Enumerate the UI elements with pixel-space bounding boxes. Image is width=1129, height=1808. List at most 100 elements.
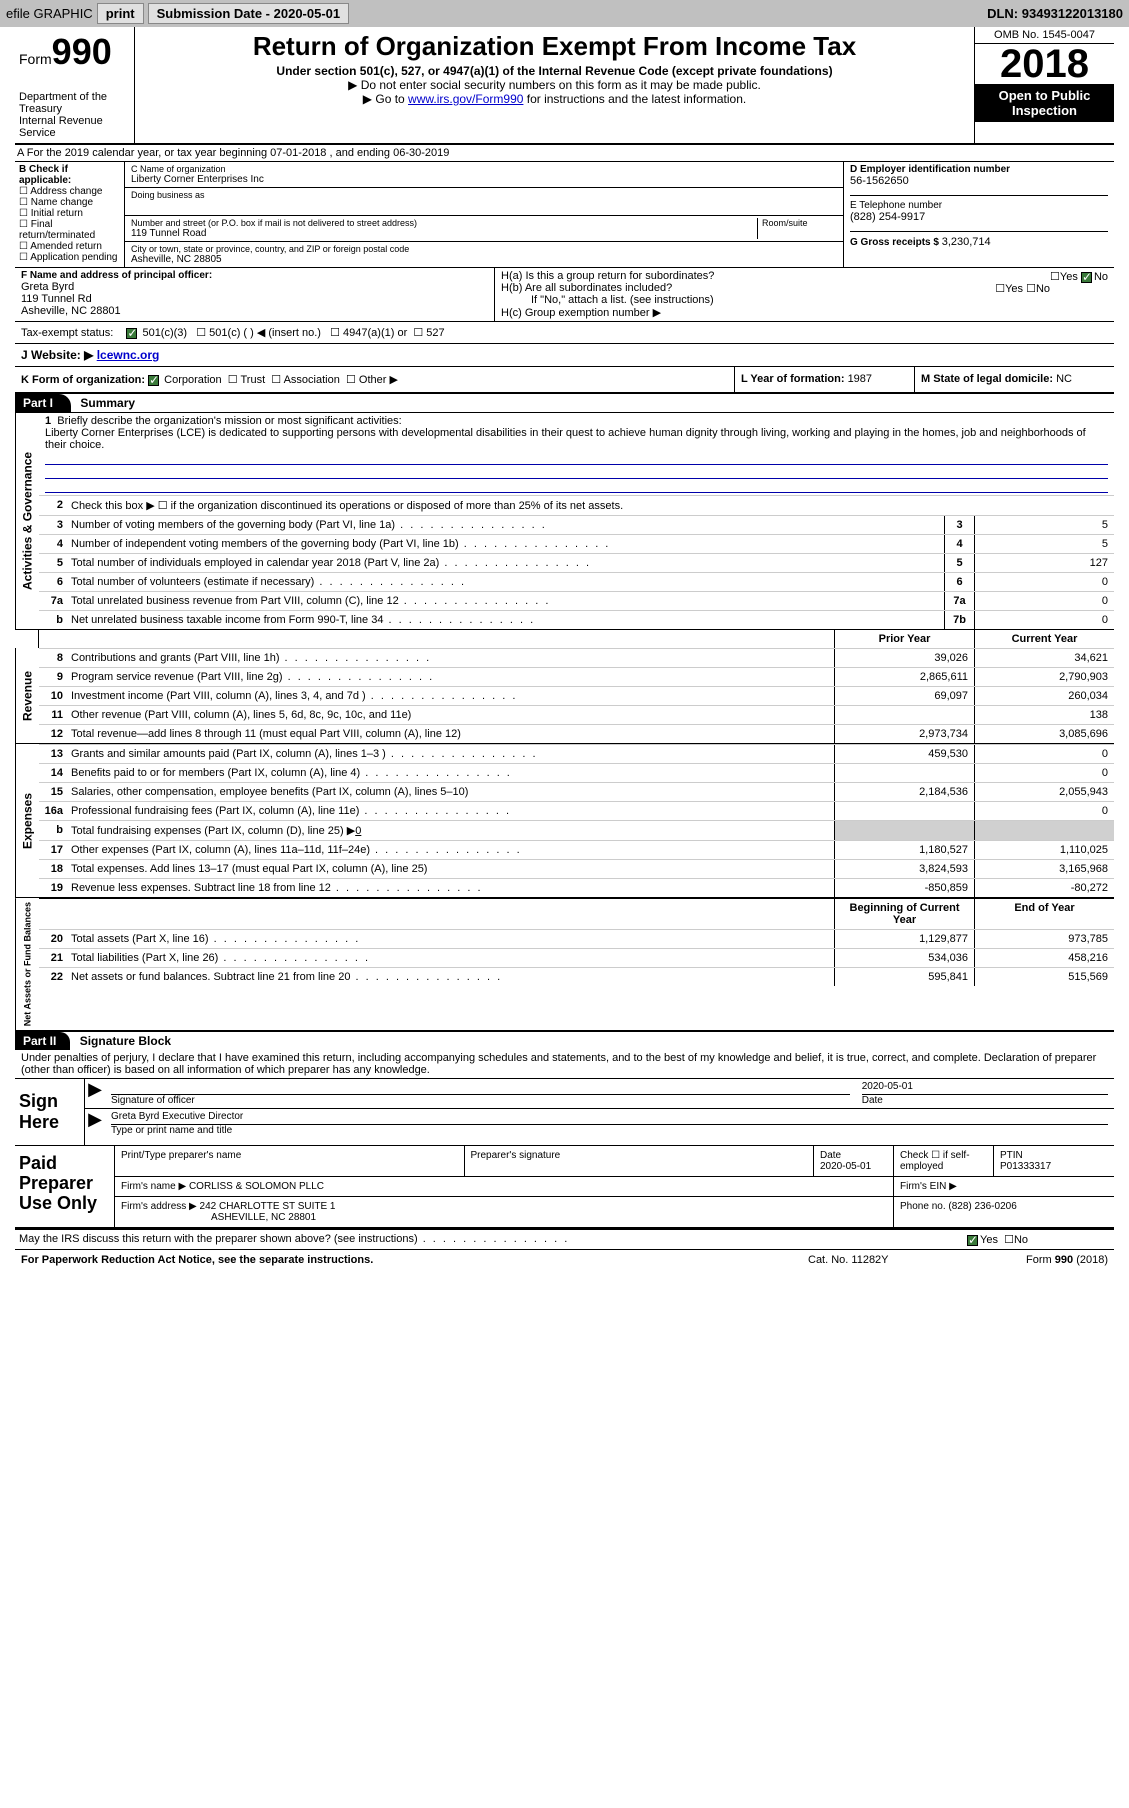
form-year-block: OMB No. 1545-0047 2018 Open to PublicIns…: [974, 27, 1114, 143]
sign-here-label: Sign Here: [15, 1079, 85, 1145]
col-b-checkboxes: B Check if applicable: ☐ Address change …: [15, 162, 125, 267]
l17-py: 1,180,527: [834, 841, 974, 859]
revenue-section: Revenue 8Contributions and grants (Part …: [15, 648, 1114, 743]
hdr-begin-year: Beginning of Current Year: [834, 899, 974, 929]
discuss-row: May the IRS discuss this return with the…: [15, 1229, 1114, 1250]
org-name: Liberty Corner Enterprises Inc: [131, 174, 837, 185]
l9-py: 2,865,611: [834, 668, 974, 686]
form-subtitle-1: Under section 501(c), 527, or 4947(a)(1)…: [143, 64, 966, 78]
org-city: Asheville, NC 28805: [131, 254, 837, 265]
officer-addr2: Asheville, NC 28801: [21, 305, 488, 317]
hdr-prior-year: Prior Year: [834, 630, 974, 648]
part2-header-row: Part II Signature Block: [15, 1032, 1114, 1050]
l19-text: Revenue less expenses. Subtract line 18 …: [67, 879, 834, 897]
l16a-text: Professional fundraising fees (Part IX, …: [67, 802, 834, 820]
l7a-val: 0: [974, 592, 1114, 610]
org-address: 119 Tunnel Road: [131, 228, 757, 239]
city-label: City or town, state or province, country…: [131, 244, 837, 254]
top-toolbar: efile GRAPHIC print Submission Date - 20…: [0, 0, 1129, 27]
sign-here-block: Sign Here ▶ Signature of officer 2020-05…: [15, 1078, 1114, 1146]
vtab-na: Net Assets or Fund Balances: [15, 898, 39, 1030]
col-b-title: B Check if applicable:: [19, 164, 120, 186]
irs-link[interactable]: www.irs.gov/Form990: [408, 92, 523, 106]
hc-exemption: H(c) Group exemption number ▶: [501, 306, 1108, 319]
l8-cy: 34,621: [974, 649, 1114, 667]
firm-name: CORLISS & SOLOMON PLLC: [189, 1181, 324, 1192]
name-title-label: Type or print name and title: [111, 1125, 232, 1136]
addr-label: Number and street (or P.O. box if mail i…: [131, 218, 757, 228]
l20-by: 1,129,877: [834, 930, 974, 948]
rev-col-headers: Prior Year Current Year: [15, 629, 1114, 648]
submission-date-button[interactable]: Submission Date - 2020-05-01: [148, 3, 350, 24]
chk-501c3[interactable]: [126, 328, 137, 339]
tax-exempt-row: Tax-exempt status: 501(c)(3) ☐ 501(c) ( …: [15, 322, 1114, 344]
l12-cy: 3,085,696: [974, 725, 1114, 743]
print-button[interactable]: print: [97, 3, 144, 24]
hdr-end-year: End of Year: [974, 899, 1114, 929]
l19-cy: -80,272: [974, 879, 1114, 897]
chk-address-change[interactable]: ☐ Address change: [19, 186, 120, 197]
discuss-text: May the IRS discuss this return with the…: [15, 1230, 964, 1249]
firm-phone: (828) 236-0206: [948, 1201, 1016, 1212]
dln-label: DLN: 93493122013180: [987, 6, 1123, 21]
arrow-icon: ▶: [85, 1079, 105, 1108]
l22-by: 595,841: [834, 968, 974, 986]
ha-no-checkbox[interactable]: [1081, 272, 1092, 283]
prep-date: 2020-05-01: [820, 1161, 871, 1172]
ptin-label: PTIN: [1000, 1150, 1023, 1161]
chk-corporation[interactable]: [148, 375, 159, 386]
chk-name-change[interactable]: ☐ Name change: [19, 197, 120, 208]
l11-text: Other revenue (Part VIII, column (A), li…: [67, 706, 834, 724]
k-l-m-row: K Form of organization: Corporation ☐ Tr…: [15, 367, 1114, 394]
part2-badge: Part II: [15, 1032, 70, 1050]
sig-date-label: Date: [862, 1095, 883, 1106]
l5-val: 127: [974, 554, 1114, 572]
firm-addr-label: Firm's address ▶: [121, 1201, 197, 1212]
website-link[interactable]: lcewnc.org: [97, 348, 160, 362]
dba-label: Doing business as: [131, 190, 837, 200]
footer-formref: Form 990 (2018): [958, 1254, 1108, 1266]
officer-name: Greta Byrd: [21, 281, 488, 293]
firm-phone-label: Phone no.: [900, 1201, 948, 1212]
l10-text: Investment income (Part VIII, column (A)…: [67, 687, 834, 705]
chk-initial-return[interactable]: ☐ Initial return: [19, 208, 120, 219]
discuss-yes-checkbox[interactable]: [967, 1235, 978, 1246]
part2-title: Signature Block: [74, 1034, 171, 1048]
k-form-org: K Form of organization: Corporation ☐ Tr…: [15, 367, 734, 392]
l8-py: 39,026: [834, 649, 974, 667]
l19-py: -850,859: [834, 879, 974, 897]
firm-name-label: Firm's name ▶: [121, 1181, 186, 1192]
l10-cy: 260,034: [974, 687, 1114, 705]
form-word: Form: [19, 51, 52, 67]
net-assets-section: Net Assets or Fund Balances Beginning of…: [15, 897, 1114, 1032]
part1-badge: Part I: [15, 394, 71, 412]
l-year-formation: L Year of formation: 1987: [734, 367, 914, 392]
ein-label: D Employer identification number: [850, 164, 1108, 175]
vtab-ag: Activities & Governance: [15, 413, 39, 629]
ein-value: 56-1562650: [850, 175, 1108, 187]
l4-val: 5: [974, 535, 1114, 553]
vtab-rev: Revenue: [15, 648, 39, 743]
website-row: J Website: ▶ lcewnc.org: [15, 344, 1114, 367]
l20-text: Total assets (Part X, line 16): [67, 930, 834, 948]
l16b-py: [834, 821, 974, 840]
prep-self-employed[interactable]: Check ☐ if self-employed: [900, 1150, 970, 1172]
ptin-value: P01333317: [1000, 1161, 1051, 1172]
l20-ey: 973,785: [974, 930, 1114, 948]
footer-notice: For Paperwork Reduction Act Notice, see …: [21, 1254, 808, 1266]
firm-addr1: 242 CHARLOTTE ST SUITE 1: [200, 1201, 336, 1212]
l2-text: Check this box ▶ ☐ if the organization d…: [67, 496, 1114, 515]
paid-preparer-block: Paid Preparer Use Only Print/Type prepar…: [15, 1146, 1114, 1229]
tax-status-label: Tax-exempt status:: [21, 327, 123, 339]
part1-title: Summary: [74, 396, 135, 410]
chk-amended-return[interactable]: ☐ Amended return: [19, 241, 120, 252]
l21-by: 534,036: [834, 949, 974, 967]
chk-application-pending[interactable]: ☐ Application pending: [19, 252, 120, 263]
footer-catno: Cat. No. 11282Y: [808, 1254, 958, 1266]
chk-final-return[interactable]: ☐ Final return/terminated: [19, 219, 120, 241]
l13-py: 459,530: [834, 745, 974, 763]
l21-ey: 458,216: [974, 949, 1114, 967]
l7b-val: 0: [974, 611, 1114, 629]
l13-text: Grants and similar amounts paid (Part IX…: [67, 745, 834, 763]
l6-text: Total number of volunteers (estimate if …: [67, 573, 944, 591]
